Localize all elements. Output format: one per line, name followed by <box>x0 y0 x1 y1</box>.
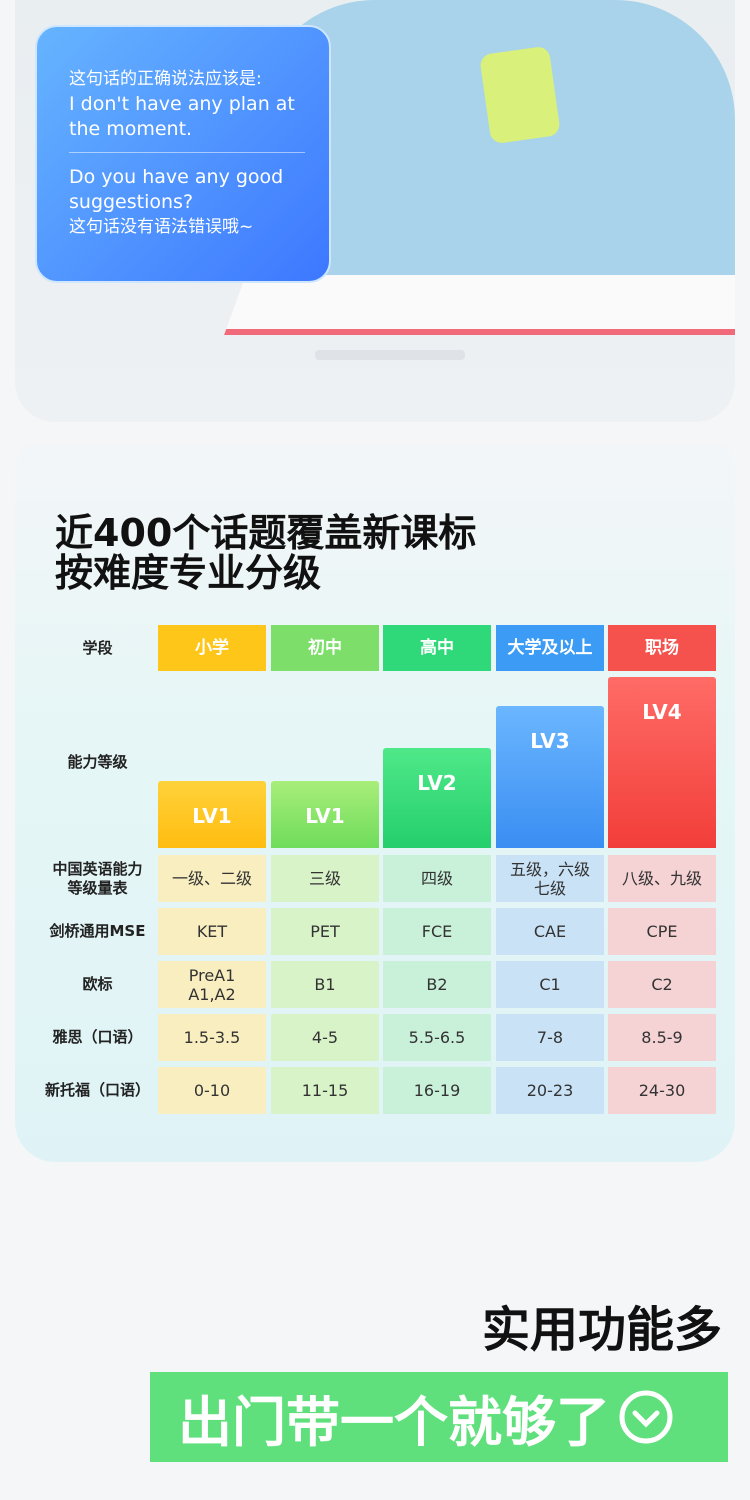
bubble-text: 这句话没有语法错误哦~ <box>69 217 254 237</box>
level-bar: LV4 <box>608 677 716 848</box>
table-cell: B2 <box>383 961 491 1008</box>
table-cell: 11-15 <box>271 1067 379 1114</box>
shirt <box>255 0 735 300</box>
table-cell: 八级、九级 <box>608 855 716 902</box>
level-bar: LV1 <box>271 781 379 848</box>
table-cell: C1 <box>496 961 604 1008</box>
bubble-text: Do you have any good suggestions? <box>69 166 284 213</box>
bubble-text: 这句话的正确说法应该是: <box>69 69 262 89</box>
table-cell: 20-23 <box>496 1067 604 1114</box>
row-label: 剑桥通用MSE <box>49 922 146 940</box>
table-cell: C2 <box>608 961 716 1008</box>
row-label: 新托福（口语） <box>44 1081 150 1099</box>
chat-bubble: 这句话的正确说法应该是: I don't have any plan at th… <box>35 25 331 283</box>
row-label: 雅思（口语） <box>52 1028 143 1046</box>
table-cell: 7-8 <box>496 1014 604 1061</box>
table-cell: 4-5 <box>271 1014 379 1061</box>
table-cell: 四级 <box>383 855 491 902</box>
table-cell: 0-10 <box>158 1067 266 1114</box>
heading: 近400个话题覆盖新课标 <box>55 511 477 555</box>
level-bar: LV1 <box>158 781 266 848</box>
photo <box>15 0 735 422</box>
table-cell: FCE <box>383 908 491 955</box>
row-label: 欧标 <box>82 975 113 993</box>
stage-header: 高中 <box>383 625 491 671</box>
tabs <box>315 350 465 360</box>
row-label: 学段 <box>82 638 113 657</box>
heading: 按难度专业分级 <box>55 551 322 595</box>
table-cell: 24-30 <box>608 1067 716 1114</box>
stage-header: 职场 <box>608 625 716 671</box>
footer-title: 实用功能多 <box>481 1302 722 1358</box>
table-cell: PreA1 A1,A2 <box>158 961 266 1008</box>
banner-text: 出门带一个就够了 <box>178 1390 610 1454</box>
level-bar: LV2 <box>383 748 491 848</box>
level-bar: LV3 <box>496 706 604 848</box>
stage-header: 初中 <box>271 625 379 671</box>
stage-header: 小学 <box>158 625 266 671</box>
table-cell: CAE <box>496 908 604 955</box>
table-cell: CPE <box>608 908 716 955</box>
table-cell: 五级，六级 七级 <box>496 855 604 902</box>
row-label: 能力等级 <box>67 753 128 771</box>
table-cell: 1.5-3.5 <box>158 1014 266 1061</box>
device <box>479 45 561 145</box>
stage-header: 大学及以上 <box>496 625 604 671</box>
table-cell: 16-19 <box>383 1067 491 1114</box>
table-cell: PET <box>271 908 379 955</box>
book <box>224 275 735 335</box>
bubble-text: I don't have any plan at the moment. <box>69 93 295 140</box>
banner: 出门带一个就够了 <box>150 1372 728 1462</box>
table-cell: B1 <box>271 961 379 1008</box>
table-cell: 8.5-9 <box>608 1014 716 1061</box>
check-icon <box>619 1390 673 1444</box>
table-cell: 一级、二级 <box>158 855 266 902</box>
table-cell: 5.5-6.5 <box>383 1014 491 1061</box>
table-cell: 三级 <box>271 855 379 902</box>
table-cell: KET <box>158 908 266 955</box>
row-label: 中国英语能力 等级量表 <box>52 859 143 897</box>
